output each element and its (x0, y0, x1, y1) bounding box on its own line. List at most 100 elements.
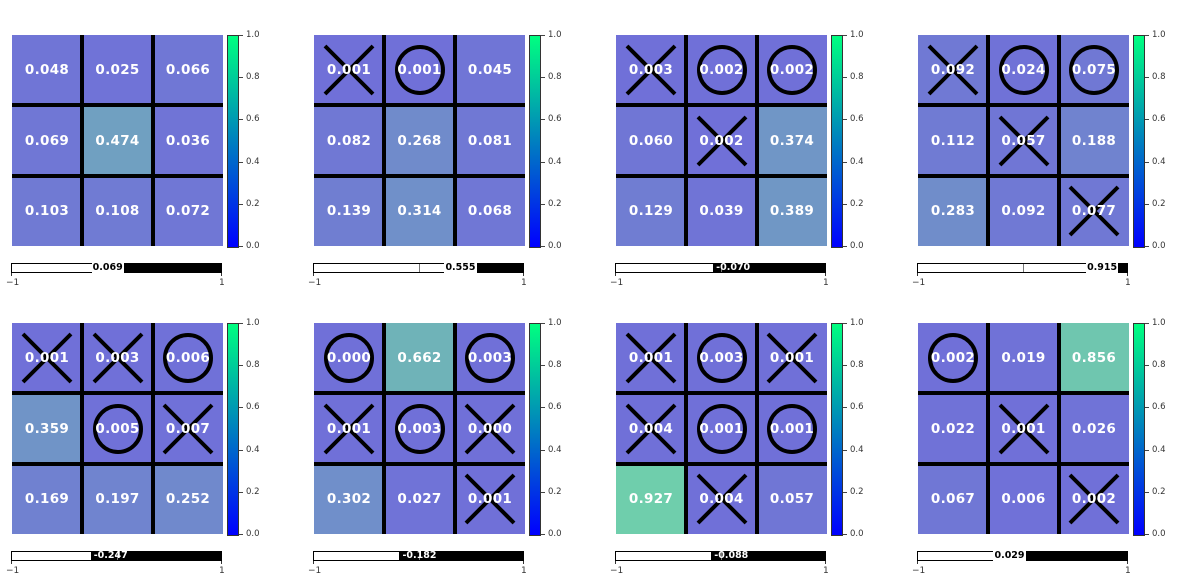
cell-probability: 0.082 (326, 132, 372, 149)
board-cell[interactable]: 0.662 (384, 323, 455, 393)
colorbar-tick-label: 0.4 (246, 444, 260, 455)
board-cell[interactable]: 0.077 (1059, 176, 1129, 246)
board-cell[interactable]: 0.045 (455, 35, 525, 105)
colorbar-tick (239, 246, 243, 247)
o-mark-icon (696, 403, 747, 454)
board-cell[interactable]: 0.004 (686, 464, 757, 534)
cell-probability: 0.081 (467, 132, 513, 149)
cell-probability: 0.112 (930, 132, 976, 149)
board-cell[interactable]: 0.060 (616, 105, 686, 176)
board-cell[interactable]: 0.108 (82, 176, 153, 246)
board-cell[interactable]: 0.001 (757, 323, 827, 393)
x-mark-icon (766, 332, 818, 384)
board-cell[interactable]: 0.302 (314, 464, 384, 534)
board-cell[interactable]: 0.002 (686, 105, 757, 176)
board-cell[interactable]: 0.006 (153, 323, 223, 393)
board-cell[interactable]: 0.082 (314, 105, 384, 176)
board-cell[interactable]: 0.075 (1059, 35, 1129, 105)
board-cell[interactable]: 0.003 (455, 323, 525, 393)
value-axis-label: 1 (823, 278, 829, 288)
cell-probability: 0.025 (95, 62, 140, 78)
board-cell[interactable]: 0.374 (757, 105, 827, 176)
board-cell[interactable]: 0.072 (153, 176, 223, 246)
colorbar-tick-label: 0.4 (850, 444, 864, 455)
board-cell[interactable]: 0.001 (616, 323, 686, 393)
board-cell[interactable]: 0.283 (918, 176, 988, 246)
grid-line-vertical (80, 35, 84, 246)
board-cell[interactable]: 0.002 (686, 35, 757, 105)
board-cell[interactable]: 0.268 (384, 105, 455, 176)
colorbar-tick-label: 1.0 (850, 318, 864, 328)
grid-line-horizontal (314, 391, 525, 395)
board-cell[interactable]: 0.389 (757, 176, 827, 246)
board-cell[interactable]: 0.112 (918, 105, 988, 176)
value-bar: 0.555 (313, 263, 524, 273)
board-cell[interactable]: 0.026 (1059, 393, 1129, 464)
board-cell[interactable]: 0.856 (1059, 323, 1129, 393)
board-cell[interactable]: 0.359 (12, 393, 82, 464)
board-cell[interactable]: 0.003 (616, 35, 686, 105)
board-cell[interactable]: 0.092 (918, 35, 988, 105)
board-cell[interactable]: 0.003 (384, 393, 455, 464)
board-cell[interactable]: 0.139 (314, 176, 384, 246)
board-cell[interactable]: 0.001 (314, 393, 384, 464)
board-cell[interactable]: 0.002 (1059, 464, 1129, 534)
colorbar-tick-label: 0.0 (1152, 529, 1166, 539)
board-cell[interactable]: 0.001 (314, 35, 384, 105)
board-cell[interactable]: 0.022 (918, 393, 988, 464)
board-cell[interactable]: 0.001 (686, 393, 757, 464)
board-cell[interactable]: 0.025 (82, 35, 153, 105)
board-cell[interactable]: 0.024 (988, 35, 1059, 105)
board-cell[interactable]: 0.057 (757, 464, 827, 534)
board-cell[interactable]: 0.048 (12, 35, 82, 105)
colorbar-tick (843, 407, 847, 409)
board-cell[interactable]: 0.001 (455, 464, 525, 534)
grid-line-vertical (684, 323, 688, 534)
board-cell[interactable]: 0.003 (82, 323, 153, 393)
board-cell[interactable]: 0.007 (153, 393, 223, 464)
board-cell[interactable]: 0.006 (988, 464, 1059, 534)
board-cell[interactable]: 0.001 (12, 323, 82, 393)
board-cell[interactable]: 0.057 (988, 105, 1059, 176)
colorbar-tick-label: 1.0 (548, 30, 562, 40)
board-cell[interactable]: 0.027 (384, 464, 455, 534)
board-cell[interactable]: 0.092 (988, 176, 1059, 246)
board-cell[interactable]: 0.004 (616, 393, 686, 464)
board-cell[interactable]: 0.169 (12, 464, 82, 534)
colorbar-tick-label: 1.0 (548, 318, 562, 328)
board-cell[interactable]: 0.005 (82, 393, 153, 464)
board-cell[interactable]: 0.129 (616, 176, 686, 246)
board-cell[interactable]: 0.314 (384, 176, 455, 246)
board-cell[interactable]: 0.252 (153, 464, 223, 534)
board-cell[interactable]: 0.069 (12, 105, 82, 176)
colorbar (1133, 323, 1145, 536)
board-cell[interactable]: 0.036 (153, 105, 223, 176)
board-cell[interactable]: 0.039 (686, 176, 757, 246)
board-cell[interactable]: 0.068 (455, 176, 525, 246)
board-cell[interactable]: 0.000 (314, 323, 384, 393)
board-cell[interactable]: 0.474 (82, 105, 153, 176)
board-cell[interactable]: 0.001 (757, 393, 827, 464)
board-cell[interactable]: 0.002 (918, 323, 988, 393)
board-cell[interactable]: 0.001 (384, 35, 455, 105)
board-cell[interactable]: 0.103 (12, 176, 82, 246)
board-cell[interactable]: 0.019 (988, 323, 1059, 393)
cell-probability: 0.000 (326, 350, 372, 366)
board-cell[interactable]: 0.001 (988, 393, 1059, 464)
board-cell[interactable]: 0.066 (153, 35, 223, 105)
board-cell[interactable]: 0.002 (757, 35, 827, 105)
board-cell[interactable]: 0.067 (918, 464, 988, 534)
cell-probability: 0.001 (769, 420, 815, 437)
tic-tac-toe-board: 0.001 0.001 0.045 0.082 0.268 0.081 0.139 0.314… (314, 35, 525, 246)
board-cell[interactable]: 0.081 (455, 105, 525, 176)
board-cell[interactable]: 0.000 (455, 393, 525, 464)
board-cell[interactable]: 0.003 (686, 323, 757, 393)
cell-probability: 0.003 (95, 350, 140, 366)
board-cell[interactable]: 0.927 (616, 464, 686, 534)
colorbar-tick (239, 407, 243, 409)
colorbar-tick (843, 449, 847, 451)
board-cell[interactable]: 0.188 (1059, 105, 1129, 176)
cell-probability: 0.004 (628, 420, 674, 437)
board-cell[interactable]: 0.197 (82, 464, 153, 534)
board-panel: 0.002 0.019 0.856 0.022 0.001 0.026 0.067 0.006… (906, 318, 1178, 583)
